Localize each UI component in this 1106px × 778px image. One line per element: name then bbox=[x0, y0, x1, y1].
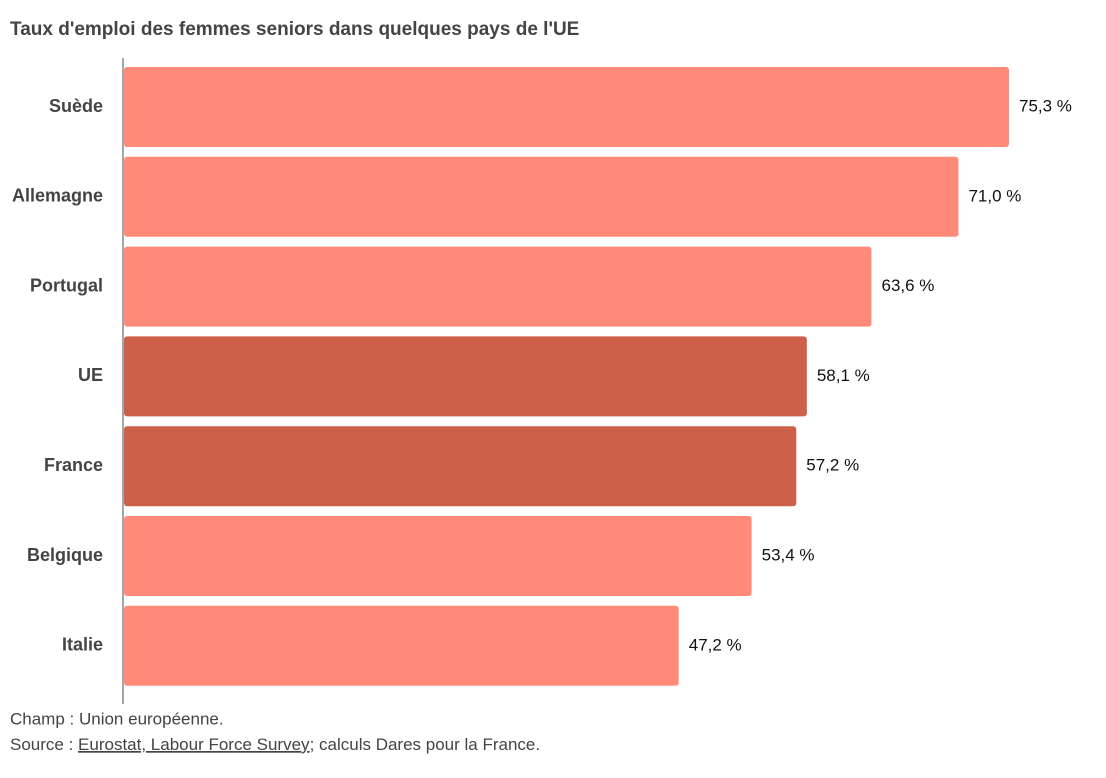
source: Source : Eurostat, Labour Force Survey; … bbox=[10, 735, 540, 754]
value-label: 71,0 % bbox=[968, 186, 1021, 205]
bar bbox=[124, 67, 1009, 147]
value-label: 53,4 % bbox=[762, 545, 815, 564]
bar bbox=[124, 426, 797, 507]
bar bbox=[124, 336, 807, 417]
bar bbox=[124, 246, 872, 327]
value-label: 58,1 % bbox=[817, 366, 870, 385]
note: Champ : Union européenne. bbox=[10, 709, 224, 728]
category-label: Belgique bbox=[27, 545, 103, 565]
source-link[interactable]: Eurostat, Labour Force Survey bbox=[78, 735, 310, 754]
bar bbox=[124, 156, 959, 237]
source-prefix: Source : bbox=[10, 735, 78, 754]
source-suffix: ; calculs Dares pour la France. bbox=[310, 735, 541, 754]
bar bbox=[124, 605, 679, 686]
bar bbox=[124, 516, 752, 596]
category-label: Italie bbox=[62, 635, 103, 655]
category-label: Allemagne bbox=[12, 186, 103, 206]
chart-title: Taux d'emploi des femmes seniors dans qu… bbox=[10, 19, 579, 40]
category-label: UE bbox=[78, 365, 103, 385]
value-label: 75,3 % bbox=[1019, 96, 1072, 115]
value-label: 47,2 % bbox=[689, 635, 742, 654]
value-label: 57,2 % bbox=[806, 456, 859, 475]
category-label: France bbox=[44, 455, 103, 475]
value-label: 63,6 % bbox=[881, 276, 934, 295]
category-label: Suède bbox=[49, 96, 103, 116]
category-label: Portugal bbox=[30, 275, 103, 295]
